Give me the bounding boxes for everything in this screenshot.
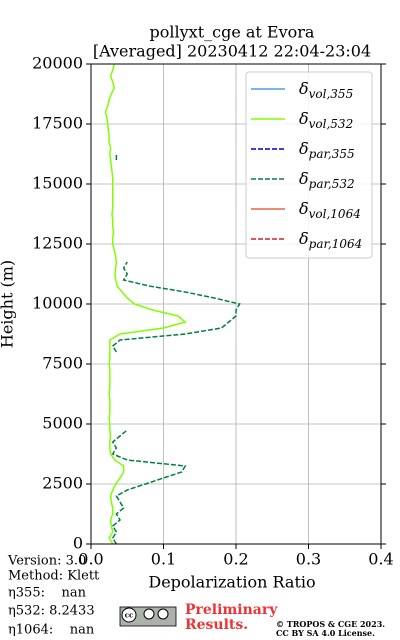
legend-label: δvol,1064 [299, 199, 361, 221]
annotation: η355: nan [8, 586, 87, 601]
annotation: η532: 8.2433 [8, 604, 95, 619]
y-tick-label: 20000 [32, 54, 83, 73]
preliminary-badge: Preliminary [185, 602, 278, 618]
cc-logo: cc [119, 606, 177, 627]
y-tick-label: 10000 [32, 294, 83, 313]
y-tick-label: 17500 [32, 114, 83, 133]
copyright: © TROPOS & CGE 2023. [276, 619, 385, 629]
x-tick-label: 0.3 [296, 550, 321, 569]
x-tick-label: 0.0 [78, 550, 103, 569]
profile-line [111, 154, 241, 545]
annotation: Version: 3.0 [7, 554, 86, 569]
y-axis-label: Height (m) [0, 260, 17, 348]
legend-label: δpar,355 [299, 139, 355, 161]
legend-label: δvol,355 [299, 79, 353, 101]
svg-text:cc: cc [125, 611, 134, 620]
chart-title: pollyxt_cge at Evora [150, 23, 315, 42]
plot-frame [90, 63, 382, 545]
annotation: η1064: nan [8, 623, 95, 638]
y-tick-label: 2500 [42, 474, 83, 493]
preliminary-badge: Results. [185, 617, 248, 633]
y-tick-label: 12500 [32, 234, 83, 253]
annotation: Method: Klett [8, 569, 100, 584]
x-axis-label: Depolarization Ratio [148, 573, 315, 592]
x-tick-label: 0.1 [151, 550, 176, 569]
y-tick-label: 15000 [32, 174, 83, 193]
y-tick-label: 7500 [42, 354, 83, 373]
legend-label: δpar,1064 [299, 229, 362, 251]
x-tick-label: 0.2 [223, 550, 248, 569]
chart-subtitle: [Averaged] 20230412 22:04-23:04 [93, 42, 371, 61]
legend-label: δvol,532 [299, 109, 353, 131]
y-tick-label: 0 [73, 534, 83, 553]
y-tick-label: 5000 [42, 414, 83, 433]
copyright: CC BY SA 4.0 License. [276, 628, 375, 638]
legend-label: δpar,532 [299, 169, 355, 191]
profile-line [104, 63, 187, 545]
x-tick-label: 0.4 [368, 550, 393, 569]
legend: δvol,355 δvol,532 δpar,355 δpar,532 δvol,106… [245, 71, 373, 259]
